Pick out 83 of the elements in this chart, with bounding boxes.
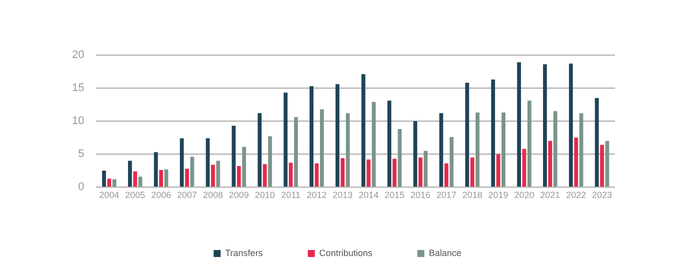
bar <box>543 64 547 187</box>
bar <box>398 129 402 187</box>
bar <box>574 138 578 187</box>
bar <box>496 154 500 187</box>
y-tick-label: 5 <box>78 148 84 160</box>
x-tick-label: 2014 <box>358 190 379 200</box>
bar <box>517 62 521 187</box>
bar <box>491 79 496 187</box>
bar <box>185 168 189 187</box>
bar <box>211 164 215 187</box>
bar <box>216 160 220 187</box>
legend-label: Transfers <box>225 248 264 258</box>
bar <box>128 160 132 187</box>
bar <box>361 74 366 187</box>
bar <box>284 92 288 187</box>
bar <box>600 144 604 187</box>
x-tick-label: 2010 <box>254 190 275 200</box>
bar <box>320 109 324 187</box>
bar <box>527 100 532 187</box>
bar <box>154 152 158 187</box>
bar <box>133 171 138 187</box>
bar <box>258 113 262 187</box>
bar <box>553 111 558 187</box>
bar <box>579 113 584 187</box>
x-tick-label: 2005 <box>125 190 146 200</box>
bar <box>159 170 164 187</box>
x-tick-label: 2016 <box>410 190 430 200</box>
x-tick-label: 2022 <box>566 190 586 200</box>
x-tick-label: 2006 <box>151 190 172 200</box>
bar <box>444 163 448 187</box>
bar <box>392 158 396 187</box>
x-tick-label: 2004 <box>99 190 120 200</box>
bar <box>236 166 241 187</box>
bar <box>102 170 106 187</box>
x-tick-label: 2019 <box>488 190 508 200</box>
y-tick-label: 20 <box>72 49 84 62</box>
x-tick-label: 2011 <box>281 190 300 200</box>
bar <box>346 113 350 187</box>
bar <box>262 164 267 187</box>
y-tick-label: 0 <box>78 181 84 194</box>
bar <box>180 138 184 187</box>
bar <box>413 121 418 187</box>
y-tick-label: 10 <box>72 115 84 128</box>
bar <box>470 157 474 187</box>
bar <box>288 162 293 187</box>
bar <box>548 140 552 187</box>
bar <box>340 158 345 187</box>
bar <box>366 159 371 187</box>
bar <box>138 176 142 187</box>
bar <box>112 179 116 187</box>
legend-label: Contributions <box>319 248 373 258</box>
bar <box>268 136 272 187</box>
bar <box>232 126 236 187</box>
y-tick-label: 15 <box>72 82 84 94</box>
x-tick-label: 2008 <box>202 190 223 200</box>
x-tick-label: 2015 <box>384 190 405 200</box>
bar <box>242 146 246 187</box>
x-tick-label: 2017 <box>436 190 456 200</box>
bar <box>465 82 470 187</box>
bar <box>568 64 573 187</box>
bar <box>439 113 444 187</box>
bar <box>387 100 392 187</box>
bar <box>502 112 506 187</box>
x-tick-label: 2020 <box>514 190 534 200</box>
bar <box>450 136 454 187</box>
x-tick-label: 2023 <box>592 190 612 200</box>
bar <box>476 112 480 187</box>
legend-label: Balance <box>428 248 462 258</box>
bar <box>605 140 610 187</box>
x-tick-label: 2012 <box>306 190 327 200</box>
bar <box>294 117 298 187</box>
x-tick-label: 2007 <box>177 190 198 200</box>
x-tick-label: 2013 <box>332 190 353 200</box>
bar <box>336 84 340 187</box>
bar <box>310 86 314 187</box>
bar <box>594 98 599 187</box>
bar <box>107 178 112 187</box>
bar <box>424 150 428 187</box>
x-tick-label: 2009 <box>228 190 249 200</box>
x-tick-label: 2021 <box>540 190 560 200</box>
bar <box>372 102 376 187</box>
x-tick-label: 2018 <box>462 190 482 200</box>
bar <box>418 157 422 187</box>
